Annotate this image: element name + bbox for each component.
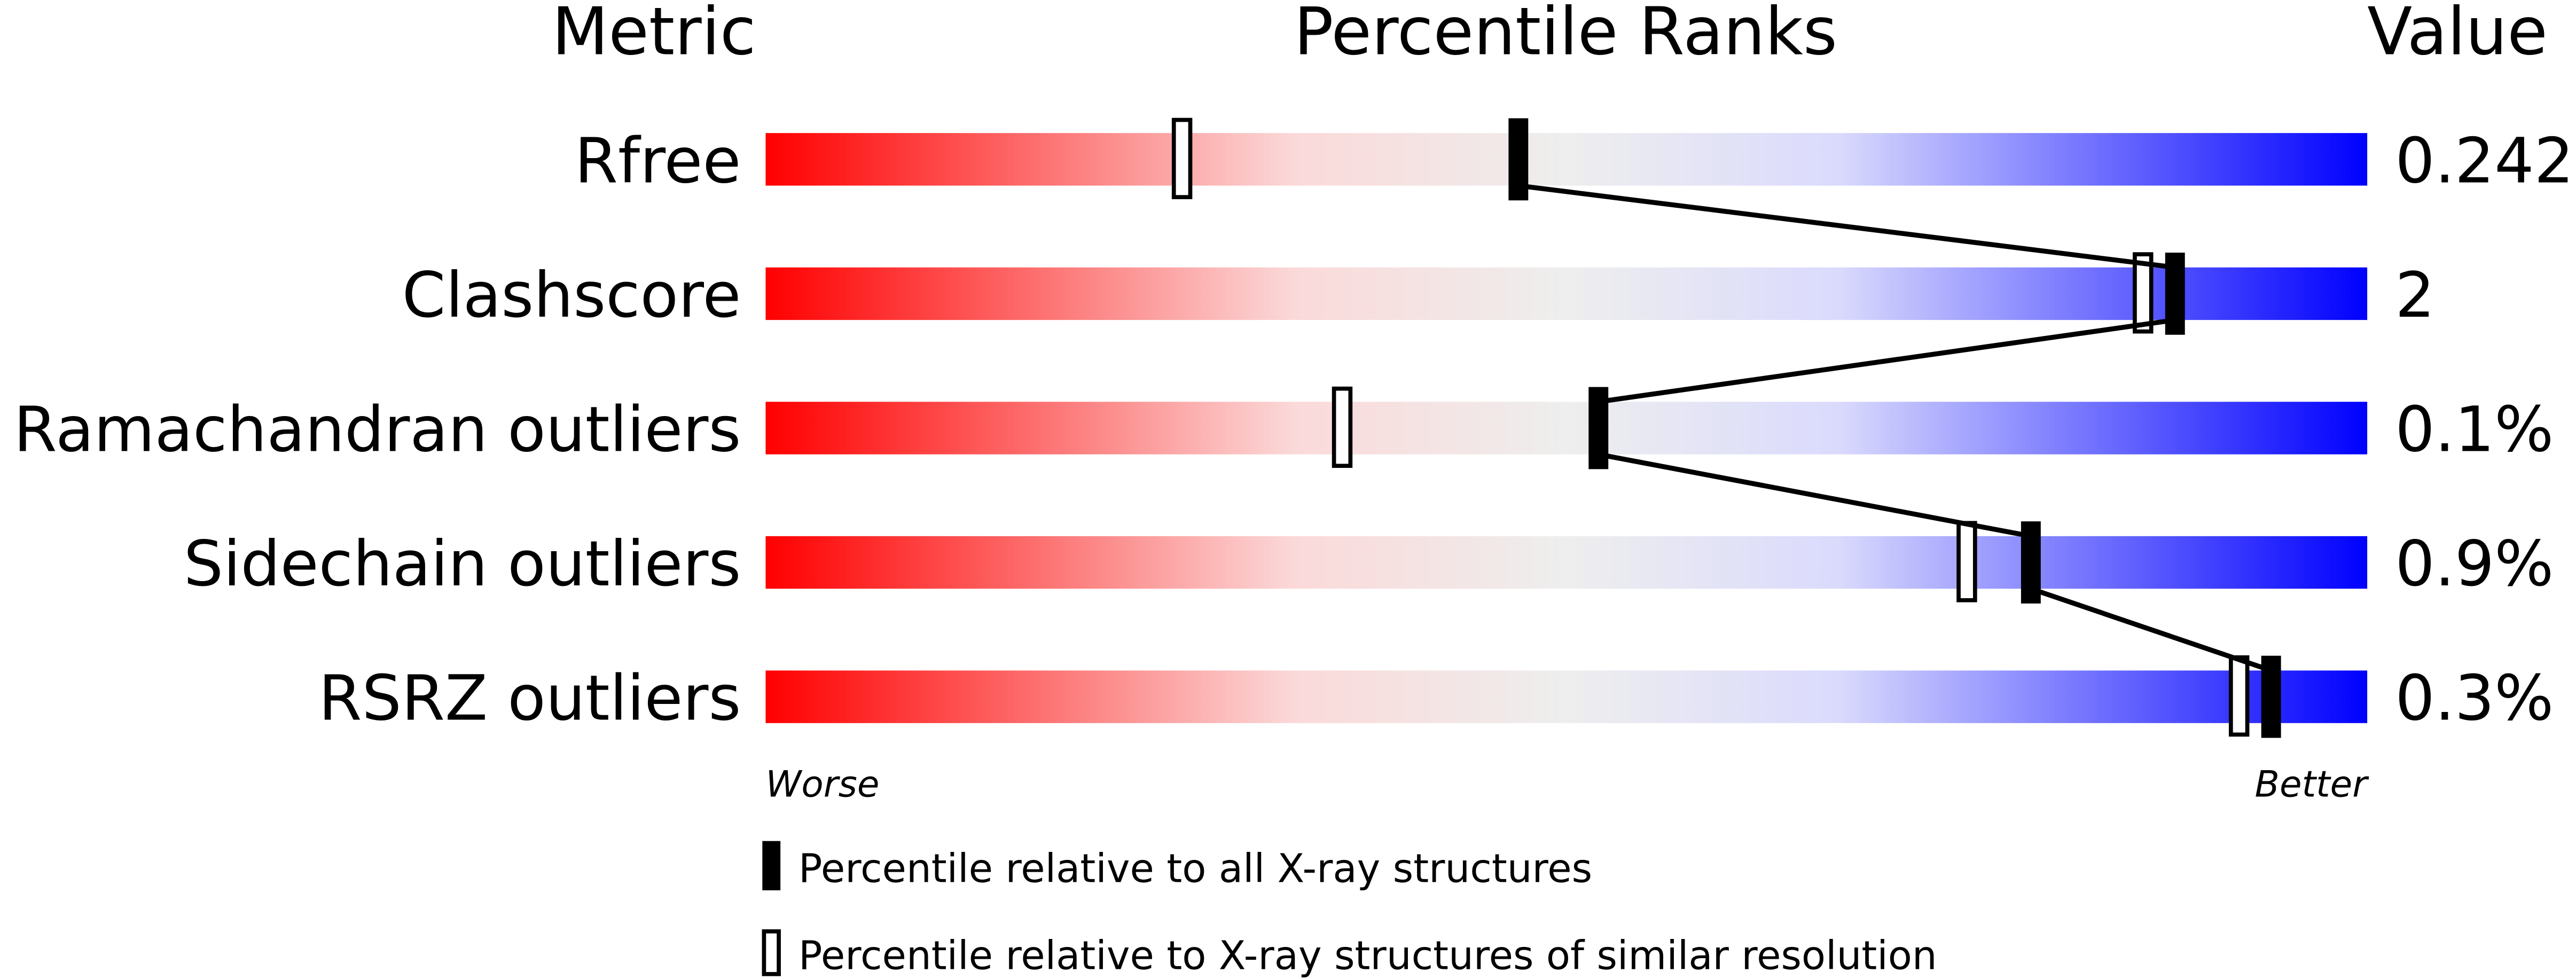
legend-label-all: Percentile relative to all X-ray structu… bbox=[798, 846, 1592, 892]
header-value: Value bbox=[2367, 0, 2548, 70]
legend-filled-marker-icon bbox=[762, 841, 781, 890]
similar-resolution-marker bbox=[1171, 118, 1193, 199]
percentile-bar bbox=[765, 267, 2368, 320]
similar-resolution-marker bbox=[2228, 655, 2250, 737]
percentile-bar bbox=[765, 402, 2368, 455]
legend-open-marker-icon bbox=[762, 929, 781, 976]
metric-label: Rfree bbox=[575, 124, 741, 197]
metric-label: Sidechain outliers bbox=[184, 528, 741, 600]
similar-resolution-marker bbox=[2133, 252, 2154, 334]
percentile-bar bbox=[765, 670, 2368, 723]
connector-line bbox=[1518, 183, 2175, 270]
percentile-bar bbox=[765, 133, 2368, 186]
metric-value: 0.3% bbox=[2395, 662, 2554, 735]
axis-label-better: Better bbox=[2255, 763, 2370, 805]
metric-label: Clashscore bbox=[402, 259, 741, 332]
metric-label: Ramachandran outliers bbox=[13, 394, 741, 466]
axis-label-worse: Worse bbox=[765, 763, 879, 805]
connector-line bbox=[1598, 317, 2175, 404]
connector-line bbox=[2030, 586, 2272, 673]
connector-line bbox=[1598, 452, 2032, 539]
similar-resolution-marker bbox=[1956, 521, 1977, 602]
metric-value: 0.9% bbox=[2395, 528, 2554, 600]
header-percentile-ranks: Percentile Ranks bbox=[1294, 0, 1837, 70]
metric-value: 2 bbox=[2395, 259, 2434, 332]
percentile-bar bbox=[765, 536, 2368, 589]
metric-value: 0.242 bbox=[2395, 124, 2574, 197]
metric-value: 0.1% bbox=[2395, 394, 2554, 466]
similar-resolution-marker bbox=[1332, 386, 1353, 468]
legend-label-similar: Percentile relative to X-ray structures … bbox=[798, 933, 1937, 979]
header-metric: Metric bbox=[552, 0, 756, 70]
metric-label: RSRZ outliers bbox=[318, 662, 741, 735]
